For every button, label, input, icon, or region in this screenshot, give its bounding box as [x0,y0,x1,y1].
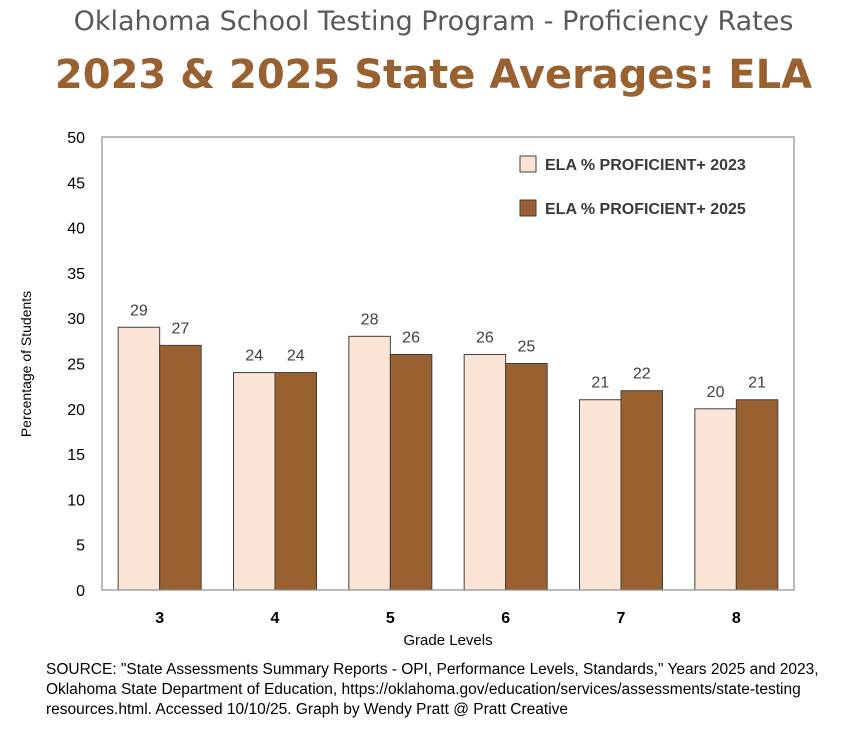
bar-2023-grade-8 [694,408,737,591]
y-tick-label: 25 [67,357,85,374]
y-axis-label: Percentage of Students [18,291,34,437]
y-tick-label: 20 [67,402,85,419]
legend: ELA % PROFICIENT+ 2023 ELA % PROFICIENT+ … [519,155,746,218]
data-label: 25 [518,339,536,356]
chart-supertitle: Oklahoma School Testing Program - Profic… [73,6,794,37]
source-line: SOURCE: "State Assessments Summary Repor… [46,661,819,678]
y-tick-label: 15 [67,447,85,464]
bar-2023-grade-6 [463,353,507,591]
source-note: SOURCE: "State Assessments Summary Repor… [46,660,861,720]
x-tick-label: 4 [271,610,280,627]
bar-2025-grade-6 [505,363,548,591]
data-label: 21 [591,375,609,392]
y-tick-label: 0 [76,583,85,600]
y-tick-label: 30 [67,311,85,328]
x-axis-label: Grade Levels [403,632,492,649]
chart-title: 2023 & 2025 State Averages: ELA [54,52,813,98]
y-tick-label: 40 [67,221,85,238]
legend-label: ELA % PROFICIENT+ 2025 [545,201,746,218]
x-tick-label: 5 [386,610,395,627]
bar-2025-grade-8 [735,399,779,591]
data-label: 24 [287,348,305,365]
bar-2025-grade-4 [274,372,317,591]
y-tick-label: 10 [67,492,85,509]
source-line: resources.html. Accessed 10/10/25. Graph… [46,701,569,718]
legend-label: ELA % PROFICIENT+ 2023 [545,157,746,174]
bar-2023-grade-3 [117,326,161,591]
x-tick-label: 7 [617,610,626,627]
data-label: 29 [130,302,148,319]
bar-2025-grade-7 [620,390,663,591]
source-line: Oklahoma State Department of Education, … [46,681,801,698]
x-axis-ticks: 3 4 5 6 7 8 [155,610,741,627]
x-tick-label: 6 [501,610,510,627]
data-label: 21 [748,375,766,392]
data-label: 26 [476,329,494,346]
value-labels: 29 27 24 24 28 26 26 25 21 22 20 21 [130,302,766,401]
bar-2023-grade-7 [579,399,622,591]
x-tick-label: 3 [155,610,164,627]
bar-2025-grade-3 [159,344,202,591]
plot-frame [101,136,795,591]
y-axis-ticks: 0 5 10 15 20 25 30 35 40 45 50 [67,130,85,600]
legend-swatch-2025 [519,199,537,217]
bars [117,326,779,591]
bar-2023-grade-4 [233,372,276,591]
bar-2023-grade-5 [348,335,391,591]
data-label: 22 [633,366,651,383]
y-tick-label: 45 [67,175,85,192]
y-tick-label: 50 [67,130,85,147]
data-label: 28 [361,311,379,328]
x-tick-label: 8 [732,610,741,627]
data-label: 27 [172,320,190,337]
data-label: 26 [402,329,420,346]
data-label: 24 [245,348,263,365]
bar-2025-grade-5 [389,353,433,591]
y-tick-label: 35 [67,266,85,283]
data-label: 20 [707,384,725,401]
legend-swatch-2023 [519,155,537,173]
y-tick-label: 5 [76,538,85,555]
